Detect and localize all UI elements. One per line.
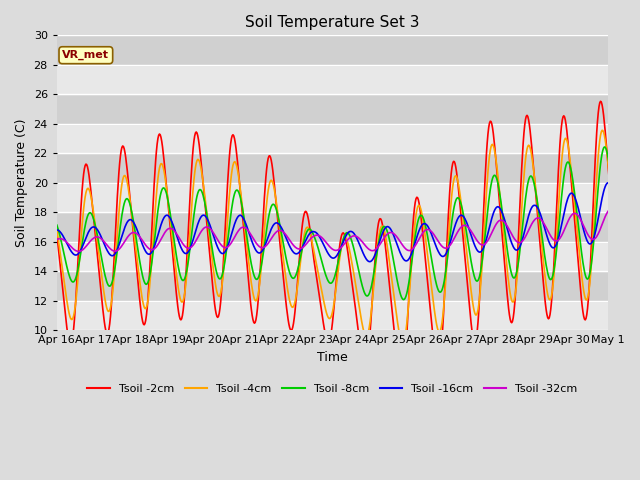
- Bar: [57, 271, 608, 300]
- Legend: Tsoil -2cm, Tsoil -4cm, Tsoil -8cm, Tsoil -16cm, Tsoil -32cm: Tsoil -2cm, Tsoil -4cm, Tsoil -8cm, Tsoi…: [83, 379, 582, 398]
- Bar: [57, 153, 608, 183]
- Title: Soil Temperature Set 3: Soil Temperature Set 3: [245, 15, 420, 30]
- Line: Tsoil -32cm: Tsoil -32cm: [57, 210, 609, 252]
- Tsoil -2cm: [605, 173, 612, 179]
- Tsoil -8cm: [196, 187, 204, 192]
- Tsoil -8cm: [292, 273, 300, 278]
- Tsoil -2cm: [472, 338, 479, 344]
- Tsoil -32cm: [197, 229, 205, 235]
- Text: VR_met: VR_met: [62, 50, 109, 60]
- Tsoil -4cm: [533, 197, 541, 203]
- Tsoil -32cm: [472, 236, 479, 241]
- Tsoil -16cm: [533, 204, 541, 210]
- Tsoil -16cm: [172, 231, 180, 237]
- Tsoil -2cm: [172, 290, 180, 296]
- Tsoil -32cm: [600, 216, 608, 221]
- Tsoil -16cm: [53, 227, 61, 233]
- Tsoil -32cm: [533, 215, 541, 221]
- X-axis label: Time: Time: [317, 350, 348, 363]
- Tsoil -16cm: [600, 186, 608, 192]
- Bar: [57, 124, 608, 153]
- Bar: [57, 242, 608, 271]
- Tsoil -2cm: [596, 98, 604, 104]
- Tsoil -2cm: [292, 300, 300, 306]
- Tsoil -16cm: [366, 259, 374, 264]
- Tsoil -16cm: [605, 180, 612, 186]
- Tsoil -32cm: [292, 245, 300, 251]
- Bar: [57, 300, 608, 330]
- Tsoil -16cm: [472, 245, 479, 251]
- Tsoil -4cm: [292, 296, 300, 301]
- Tsoil -32cm: [173, 232, 181, 238]
- Tsoil -4cm: [598, 128, 606, 133]
- Tsoil -2cm: [397, 379, 405, 385]
- Tsoil -4cm: [472, 312, 479, 318]
- Tsoil -32cm: [74, 249, 82, 254]
- Tsoil -4cm: [196, 161, 204, 167]
- Tsoil -8cm: [600, 144, 608, 150]
- Tsoil -8cm: [602, 144, 609, 150]
- Tsoil -8cm: [533, 196, 541, 202]
- Tsoil -2cm: [53, 231, 61, 237]
- Tsoil -2cm: [196, 149, 204, 155]
- Bar: [57, 183, 608, 212]
- Tsoil -16cm: [292, 251, 300, 257]
- Bar: [57, 65, 608, 94]
- Tsoil -8cm: [53, 222, 61, 228]
- Tsoil -2cm: [533, 205, 541, 211]
- Tsoil -4cm: [53, 227, 61, 232]
- Tsoil -16cm: [196, 216, 204, 221]
- Tsoil -4cm: [399, 340, 407, 346]
- Tsoil -4cm: [605, 169, 612, 175]
- Bar: [57, 94, 608, 124]
- Line: Tsoil -8cm: Tsoil -8cm: [57, 147, 609, 300]
- Bar: [57, 212, 608, 242]
- Tsoil -8cm: [400, 297, 408, 302]
- Y-axis label: Soil Temperature (C): Soil Temperature (C): [15, 119, 28, 247]
- Line: Tsoil -4cm: Tsoil -4cm: [57, 131, 609, 343]
- Tsoil -8cm: [472, 277, 479, 283]
- Tsoil -8cm: [605, 161, 612, 167]
- Tsoil -4cm: [602, 137, 609, 143]
- Line: Tsoil -2cm: Tsoil -2cm: [57, 101, 609, 382]
- Tsoil -32cm: [605, 207, 612, 213]
- Line: Tsoil -16cm: Tsoil -16cm: [57, 183, 609, 262]
- Tsoil -32cm: [53, 237, 61, 242]
- Bar: [57, 36, 608, 65]
- Tsoil -4cm: [172, 271, 180, 276]
- Tsoil -16cm: [604, 180, 612, 186]
- Tsoil -8cm: [172, 252, 180, 258]
- Tsoil -2cm: [602, 128, 609, 133]
